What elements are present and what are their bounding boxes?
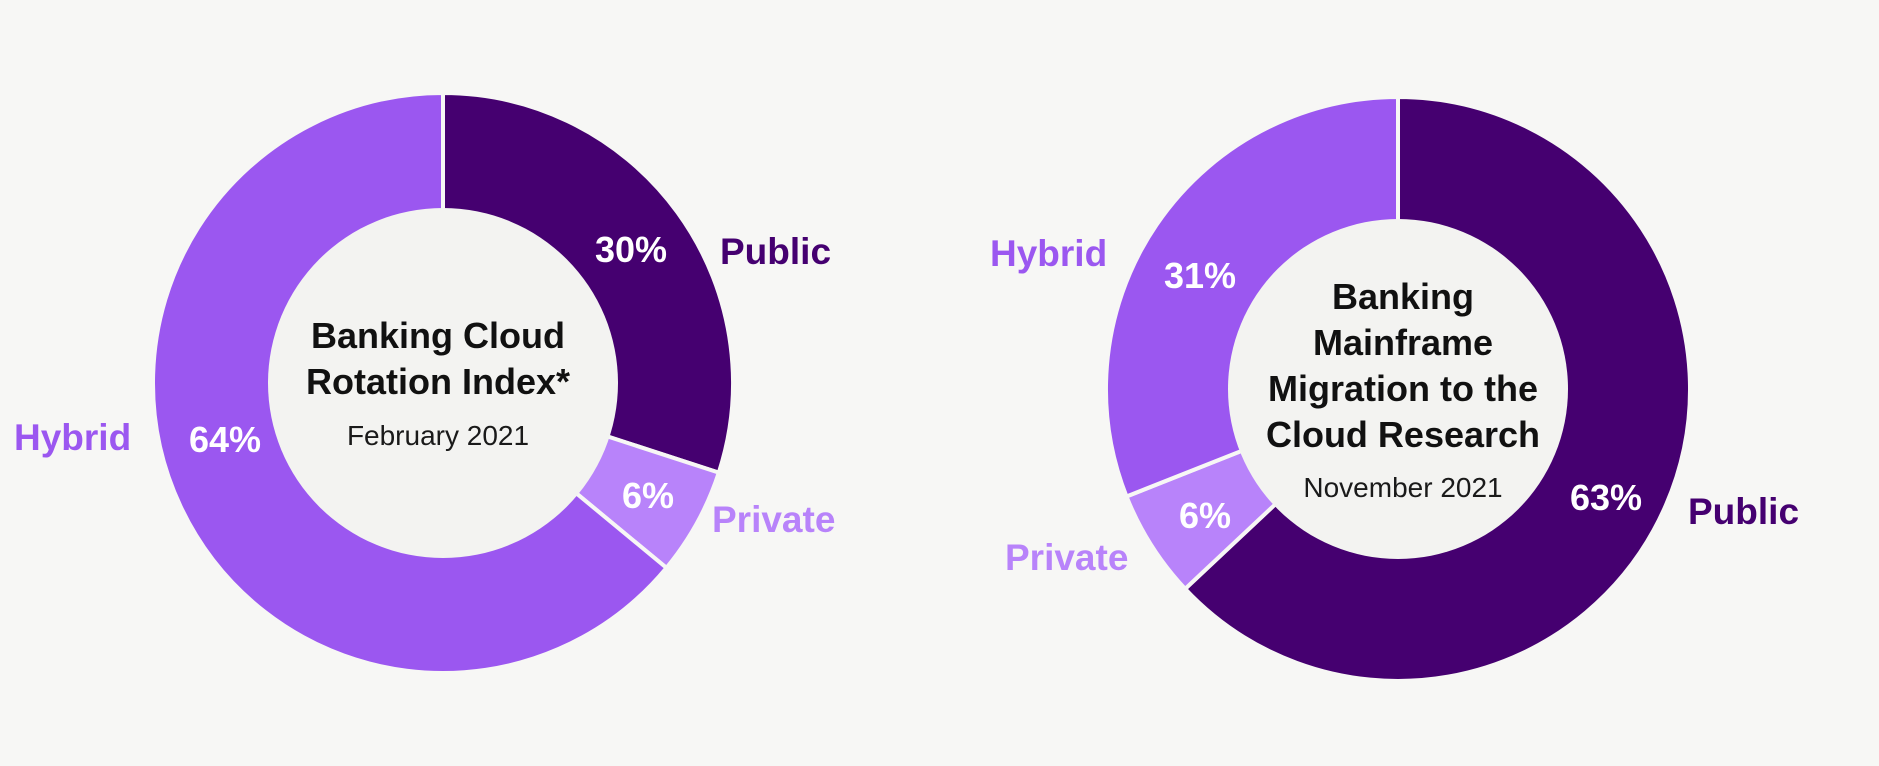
chart0-hybrid-category-label: Hybrid [14, 417, 131, 458]
chart1-center-title: Banking Mainframe Migration to the Cloud… [1266, 276, 1540, 503]
chart0-private-category-label: Private [712, 499, 835, 540]
chart0-public-category-label: Public [720, 231, 831, 272]
chart0-hybrid-value-label: 64% [189, 419, 261, 460]
chart1-title-line-1: Banking [1332, 276, 1474, 317]
chart1-title-line-2: Mainframe [1313, 322, 1493, 363]
chart1-center-hole [1228, 219, 1568, 559]
chart1-public-value-label: 63% [1570, 477, 1642, 518]
chart1-title-line-3: Migration to the [1268, 368, 1538, 409]
chart0-center-hole [268, 208, 618, 558]
chart0-title-line-2: Rotation Index* [306, 361, 570, 402]
chart1-hybrid-value-label: 31% [1164, 255, 1236, 296]
banking-mainframe-migration-chart: Banking Mainframe Migration to the Cloud… [990, 94, 1799, 683]
chart1-subtitle: November 2021 [1303, 472, 1502, 503]
chart0-subtitle: February 2021 [347, 420, 529, 451]
chart0-title-line-1: Banking Cloud [311, 315, 565, 356]
chart0-public-value-label: 30% [595, 229, 667, 270]
chart1-title-line-4: Cloud Research [1266, 414, 1540, 455]
chart1-hybrid-category-label: Hybrid [990, 233, 1107, 274]
banking-cloud-rotation-index-chart: Banking Cloud Rotation Index* February 2… [14, 90, 835, 675]
chart1-private-category-label: Private [1005, 537, 1128, 578]
chart1-public-category-label: Public [1688, 491, 1799, 532]
chart1-private-value-label: 6% [1179, 495, 1231, 536]
chart0-private-value-label: 6% [622, 475, 674, 516]
chart0-center-title: Banking Cloud Rotation Index* February 2… [306, 315, 570, 451]
